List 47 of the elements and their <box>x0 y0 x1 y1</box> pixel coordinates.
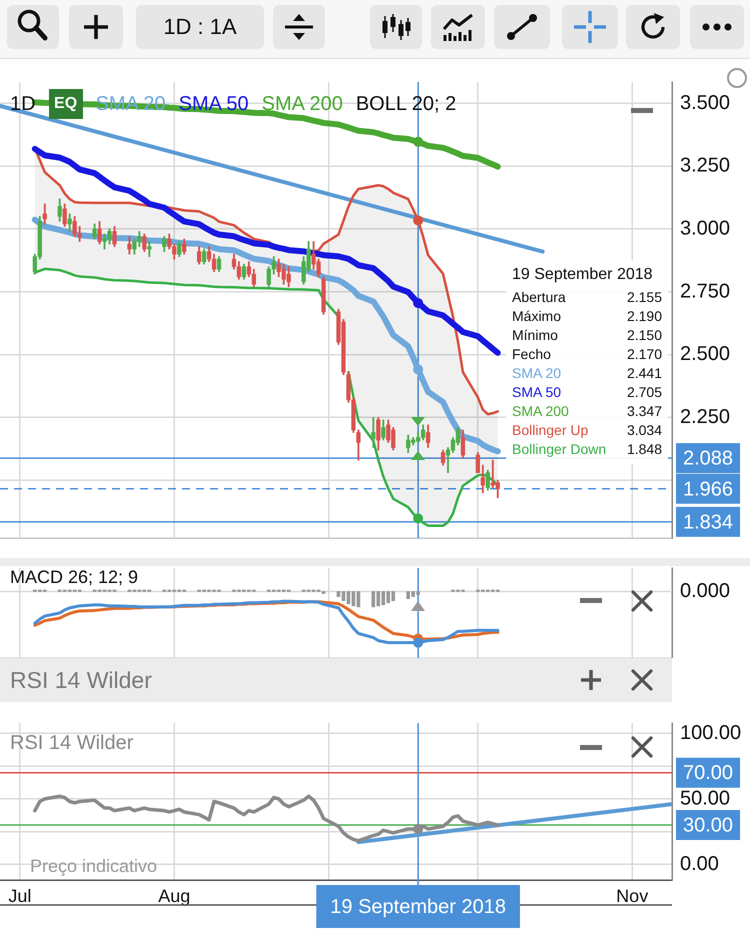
annotation: 3.347 <box>626 402 662 421</box>
chart-title: MACD 26; 12; 9 <box>10 567 138 588</box>
annotation: 2.155 <box>626 288 662 307</box>
ref-line-label: 30.00 <box>683 814 734 837</box>
ref-line-label: 1.834 <box>683 511 734 534</box>
ref-line-label: 1.966 <box>683 478 734 500</box>
annotation: 2.705 <box>626 383 662 402</box>
text: SMA 20 <box>512 364 562 383</box>
annotation: Mínimo <box>512 326 558 345</box>
y-tick-label: 50.00 <box>680 787 730 810</box>
y-tick-label: 2.250 <box>680 406 730 428</box>
annotation: Máximo <box>512 307 562 326</box>
y-tick-label: 3.250 <box>680 154 730 177</box>
annotation: Fecho <box>512 345 551 364</box>
ref-line-label: 2.088 <box>683 448 734 470</box>
y-tick-label: 2.750 <box>680 280 730 302</box>
text: SMA 200 <box>512 402 569 421</box>
annotation: 2.190 <box>626 307 662 326</box>
annotation: 2.170 <box>626 345 662 364</box>
badge-icon: EQ <box>48 89 83 119</box>
annotation: 19 September 2018 <box>512 265 654 285</box>
ref-line-label: 19 September 2018 <box>330 896 506 918</box>
ref-line-label: 0.000 <box>680 580 730 602</box>
text: Bollinger Down <box>512 440 606 459</box>
y-tick-label: 2.500 <box>680 343 730 366</box>
y-tick-label: 100.00 <box>680 722 742 744</box>
annotation: Preço indicativo <box>30 856 158 877</box>
panel-header: RSI 14 Wilder <box>0 658 672 702</box>
chart-title: RSI 14 Wilder <box>10 667 152 694</box>
text: 1D : 1A <box>162 13 238 41</box>
annotation: 1.848 <box>626 440 662 459</box>
text: SMA 50 <box>512 383 562 402</box>
annotation: Abertura <box>512 288 566 307</box>
annotation: 2.441 <box>626 364 662 383</box>
annotation: 3.034 <box>626 421 662 440</box>
x-tick-label: Jul <box>8 886 32 906</box>
y-tick-label: 0.00 <box>680 852 719 875</box>
x-tick-label: Nov <box>616 886 648 906</box>
annotation: 2.150 <box>626 326 662 345</box>
series-label: Bollinger Up <box>512 421 588 440</box>
ref-line-label: 70.00 <box>683 762 734 784</box>
annotation: 1D <box>10 92 36 116</box>
y-tick-label: 3.000 <box>680 217 730 240</box>
text: RSI 14 Wilder <box>10 731 134 755</box>
y-tick-label: 3.500 <box>680 92 730 114</box>
annotation: SMA 200 <box>262 92 343 116</box>
x-tick-label: Aug <box>158 886 190 906</box>
